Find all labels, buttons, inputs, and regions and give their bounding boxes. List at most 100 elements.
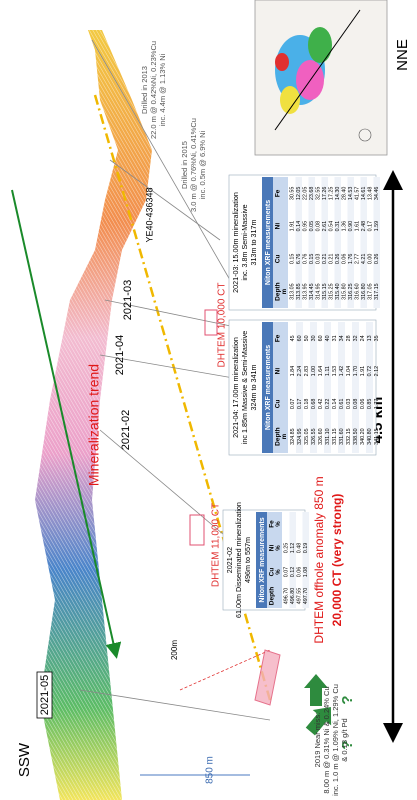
table-cell: 1.53 xyxy=(332,366,338,377)
table-cell: 31 xyxy=(332,335,338,341)
table-cell: 0.07 xyxy=(290,399,296,410)
table-cell: 14.61 xyxy=(361,187,367,201)
table-row-bg xyxy=(296,322,303,453)
table-cell: 12.05 xyxy=(296,187,302,201)
dhtem-plate xyxy=(254,649,281,706)
hole-label: 2021-02 xyxy=(120,410,132,450)
hole-label: 2021-03 xyxy=(122,280,134,320)
table-cell: 1.08 xyxy=(303,567,309,578)
table-cell: 324.85 xyxy=(290,428,296,445)
table-row-bg xyxy=(373,177,380,308)
note-line: 8.00 m @ 0.31% Ni & 0.24% Cu xyxy=(322,686,331,793)
column-header: Cu xyxy=(269,568,276,577)
table-cell: 0.72 xyxy=(367,366,373,377)
table-cell: 1.11 xyxy=(325,366,331,376)
table-cell: 0.90 xyxy=(348,221,354,232)
table-cell: 315.25 xyxy=(329,283,335,300)
table-title: 313m to 317m xyxy=(249,220,258,266)
table-cell: 497.70 xyxy=(303,588,309,605)
table-cell: 1.91 xyxy=(360,366,366,377)
table-caption: Niton XRF measurements xyxy=(259,517,266,602)
table-cell: 0.22 xyxy=(325,399,331,410)
table-cell: 32.55 xyxy=(316,187,322,201)
drill-hole xyxy=(104,299,251,331)
table-cell: 0.14 xyxy=(296,221,302,232)
note-line: Drilled in 2013 xyxy=(140,66,149,114)
table-cell: 34 xyxy=(339,335,345,341)
table-row-bg xyxy=(352,322,359,453)
table-cell: 340.20 xyxy=(360,428,366,445)
anomaly-label: DHTEM offhole anomaly 850 m xyxy=(312,476,326,643)
column-header: Fe xyxy=(269,520,276,528)
table-cell: 2.24 xyxy=(297,366,303,377)
table-row-bg xyxy=(308,177,315,308)
table-cell: 1.59 xyxy=(374,221,380,232)
pointer-line xyxy=(179,649,271,691)
table-row-bg xyxy=(321,177,328,308)
table-cell: 0.17 xyxy=(297,399,303,410)
table-cell: 0.06 xyxy=(360,399,366,410)
table-cell: 0.15 xyxy=(309,254,315,265)
table-cell: 324.95 xyxy=(297,428,303,445)
table-cell: 60 xyxy=(297,335,303,341)
table-cell: 34.46 xyxy=(374,187,380,201)
table-cell: 4.21 xyxy=(361,254,367,265)
table-cell: 0.17 xyxy=(368,221,374,232)
drill-hole xyxy=(99,354,246,381)
distance-label: 200m xyxy=(170,640,179,660)
note-line: & 0.18 g/t Pd xyxy=(340,718,349,761)
table-cell: 2.77 xyxy=(355,254,361,265)
table-cell: 1.77 xyxy=(374,399,380,410)
table-row-bg xyxy=(295,177,302,308)
table-title: 496m to 557m xyxy=(243,537,252,583)
note-line: inc. 0.5m @ 6.9% Ni xyxy=(198,130,207,199)
table-cell: 28.40 xyxy=(342,187,348,201)
dhtem-plate xyxy=(189,514,205,546)
table-title: inc. 3.8m Semi-Massive xyxy=(240,204,249,280)
table-cell: 1.00 xyxy=(311,366,317,377)
table-cell: 35 xyxy=(374,335,380,341)
table-cell: 13 xyxy=(367,335,373,341)
trend-arrow xyxy=(11,189,122,659)
table-cell: 1.91 xyxy=(290,221,296,232)
column-header: Depth xyxy=(269,587,276,605)
note-line: 3.0 m @ 0.76%Ni, 0.41%Cu xyxy=(189,118,198,212)
table-cell: 0.25 xyxy=(284,543,290,554)
question-arrow xyxy=(305,706,332,736)
table-cell: 0.05 xyxy=(309,221,315,232)
table-cell: 496.70 xyxy=(284,588,290,605)
table-cell: 0.15 xyxy=(290,254,296,265)
table-cell: 341.15 xyxy=(374,428,380,445)
table-row-bg xyxy=(366,322,373,453)
distance-label: 850 m xyxy=(205,756,216,784)
table-cell: 317.15 xyxy=(374,283,380,300)
table-cell: 338.50 xyxy=(353,428,359,445)
table-caption-bg xyxy=(262,322,273,453)
table-cell: 60 xyxy=(318,335,324,341)
table-cell: 30.55 xyxy=(290,187,296,201)
table-cell: 45 xyxy=(290,335,296,341)
question-mark: ? xyxy=(339,695,356,704)
table-row-bg xyxy=(289,512,296,608)
table-cell: 326.55 xyxy=(311,428,317,445)
table-caption-bg xyxy=(256,512,267,608)
note-line: 2019 Near miss: xyxy=(313,713,322,768)
table-cell: 23.68 xyxy=(309,187,315,201)
table-cell: 0.54 xyxy=(329,221,335,232)
table-cell: 0.14 xyxy=(332,399,338,410)
anomaly-label: 20,000 CT (very strong) xyxy=(330,494,344,627)
table-cell: 32 xyxy=(353,335,359,341)
column-header: Depth xyxy=(275,427,282,445)
table-cell: 0.95 xyxy=(303,221,309,232)
table-row-bg xyxy=(338,322,345,453)
table-cell: 331.15 xyxy=(332,428,338,445)
trend-label: Mineralization trend xyxy=(86,364,102,486)
table-title: inc 1.85m Massive & Semi-Massive xyxy=(240,331,249,444)
location-map xyxy=(254,0,388,156)
table-cell: 332.15 xyxy=(346,428,352,445)
column-header: Ni xyxy=(269,545,276,552)
table-cell: 313.05 xyxy=(290,283,296,300)
hole-label-box xyxy=(36,671,53,719)
table-cell: 0.21 xyxy=(322,254,328,265)
table-cell: 2.61 xyxy=(322,221,328,232)
